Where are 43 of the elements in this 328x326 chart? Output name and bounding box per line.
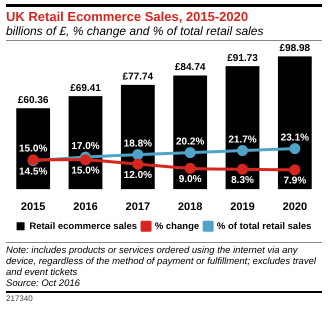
x-tick-label: 2018 xyxy=(178,200,202,213)
data-label: 20.2% xyxy=(176,136,204,148)
data-label: £98.98 xyxy=(280,43,311,54)
point xyxy=(132,158,144,170)
bar xyxy=(226,66,260,190)
x-tick-label: 2015 xyxy=(20,200,46,213)
text: 217340 xyxy=(6,294,34,303)
x-tick-label: 2017 xyxy=(126,200,150,213)
data-label: 8.3% xyxy=(231,175,254,186)
source-note: Source: Oct 2016 xyxy=(6,278,81,289)
point xyxy=(184,162,196,174)
bar xyxy=(278,56,312,190)
data-label: £60.36 xyxy=(18,94,49,106)
data-label: 12.0% xyxy=(124,170,152,181)
point xyxy=(237,145,248,156)
data-label: 17.0% xyxy=(71,140,100,152)
point xyxy=(289,143,300,154)
point xyxy=(237,164,248,175)
point xyxy=(132,149,144,160)
data-label: £69.41 xyxy=(70,82,102,94)
point xyxy=(289,164,300,176)
x-tick-label: 2020 xyxy=(282,200,308,213)
legend-label: % of total retail sales xyxy=(216,220,312,232)
data-label: £84.74 xyxy=(174,62,206,74)
x-tick-label: 2016 xyxy=(73,200,98,213)
chart-title: UK Retail Ecommerce Sales, 2015-2020 xyxy=(6,9,250,24)
text: Note: includes products or services ordered using the internet via any device, regardless of the method of payment or fulfillment; excludes travel and event tickets xyxy=(6,245,318,278)
data-label: 15.0% xyxy=(71,166,100,177)
point xyxy=(80,154,91,166)
chart-subtitle: billions of £, % change and % of total retail sales xyxy=(6,24,264,38)
point xyxy=(184,147,196,158)
data-label: 21.7% xyxy=(228,134,257,146)
data-label: 14.5% xyxy=(18,166,48,178)
data-label: 23.1% xyxy=(280,132,310,144)
data-label: £77.74 xyxy=(122,72,154,83)
data-label: £91.73 xyxy=(227,52,258,64)
x-tick-label: 2019 xyxy=(230,200,255,213)
data-label: 7.9% xyxy=(283,176,306,187)
data-label: 9.0% xyxy=(178,174,202,186)
legend-label: Retail ecommerce sales xyxy=(29,220,138,232)
legend-label: % change xyxy=(154,220,200,232)
data-label: 15.0% xyxy=(18,144,48,155)
data-label: 18.8% xyxy=(124,138,152,150)
